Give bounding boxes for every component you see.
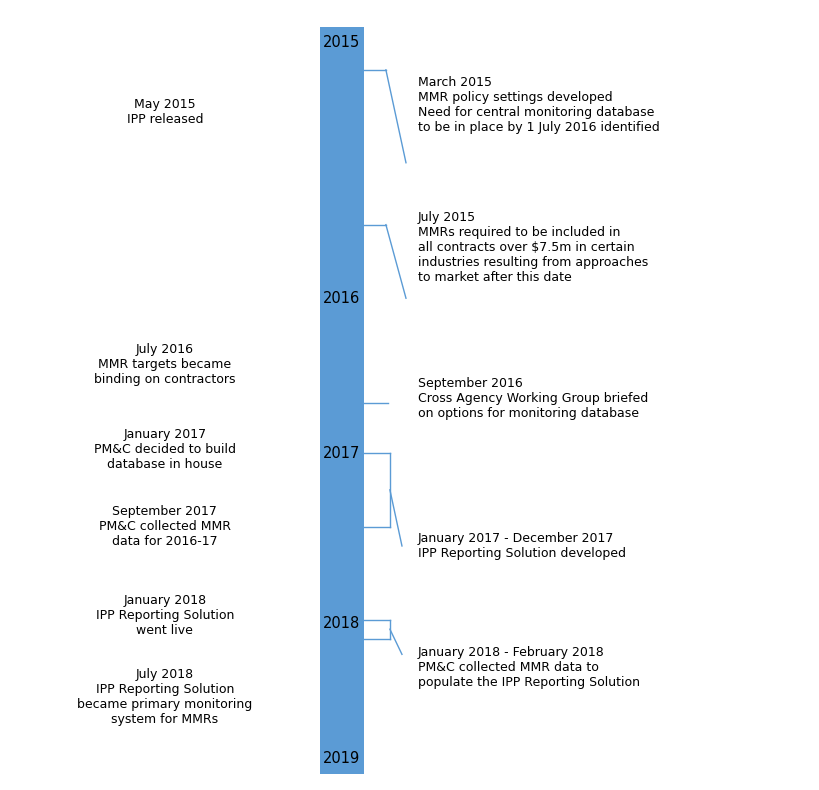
Text: July 2018
IPP Reporting Solution
became primary monitoring
system for MMRs: July 2018 IPP Reporting Solution became … <box>77 668 252 726</box>
Text: 2016: 2016 <box>323 291 360 306</box>
Text: January 2017 - December 2017
IPP Reporting Solution developed: January 2017 - December 2017 IPP Reporti… <box>418 532 625 560</box>
Text: 2019: 2019 <box>323 751 360 766</box>
Text: January 2018
IPP Reporting Solution
went live: January 2018 IPP Reporting Solution went… <box>96 594 233 638</box>
Text: March 2015
MMR policy settings developed
Need for central monitoring database
to: March 2015 MMR policy settings developed… <box>418 76 659 134</box>
Text: September 2016
Cross Agency Working Group briefed
on options for monitoring data: September 2016 Cross Agency Working Grou… <box>418 378 648 420</box>
Text: September 2017
PM&C collected MMR
data for 2016-17: September 2017 PM&C collected MMR data f… <box>99 505 231 548</box>
Text: July 2016
MMR targets became
binding on contractors: July 2016 MMR targets became binding on … <box>94 343 235 386</box>
Text: 2018: 2018 <box>323 616 360 631</box>
Text: 2017: 2017 <box>323 446 360 461</box>
Text: January 2017
PM&C decided to build
database in house: January 2017 PM&C decided to build datab… <box>94 427 236 471</box>
Text: July 2015
MMRs required to be included in
all contracts over $7.5m in certain
in: July 2015 MMRs required to be included i… <box>418 212 648 284</box>
Bar <box>319 27 364 774</box>
Text: 2015: 2015 <box>323 36 360 51</box>
Text: January 2018 - February 2018
PM&C collected MMR data to
populate the IPP Reporti: January 2018 - February 2018 PM&C collec… <box>418 646 640 689</box>
Text: May 2015
IPP released: May 2015 IPP released <box>126 99 203 126</box>
